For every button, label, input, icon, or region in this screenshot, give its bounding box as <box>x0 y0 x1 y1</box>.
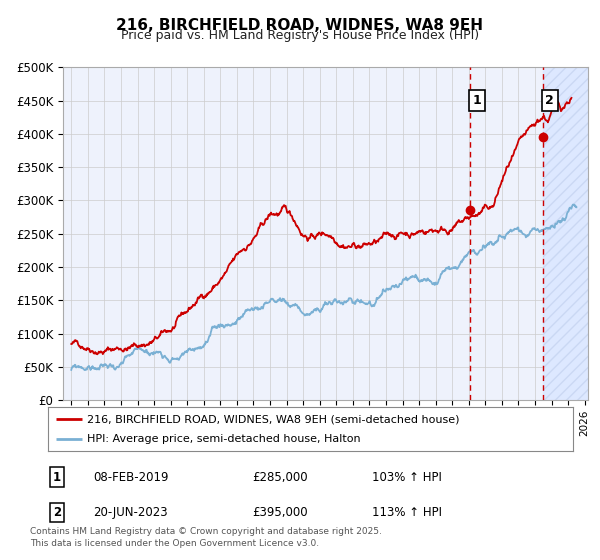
Text: £285,000: £285,000 <box>252 470 308 484</box>
Text: 1: 1 <box>53 470 61 484</box>
Text: 20-JUN-2023: 20-JUN-2023 <box>93 506 167 519</box>
Text: 2: 2 <box>545 94 554 107</box>
Bar <box>543 67 600 400</box>
Text: HPI: Average price, semi-detached house, Halton: HPI: Average price, semi-detached house,… <box>88 433 361 444</box>
Text: 08-FEB-2019: 08-FEB-2019 <box>93 470 169 484</box>
Text: 1: 1 <box>473 94 482 107</box>
Text: Contains HM Land Registry data © Crown copyright and database right 2025.
This d: Contains HM Land Registry data © Crown c… <box>30 527 382 548</box>
Text: Price paid vs. HM Land Registry's House Price Index (HPI): Price paid vs. HM Land Registry's House … <box>121 29 479 42</box>
Text: 103% ↑ HPI: 103% ↑ HPI <box>372 470 442 484</box>
Text: £395,000: £395,000 <box>252 506 308 519</box>
Text: 2: 2 <box>53 506 61 519</box>
Text: 216, BIRCHFIELD ROAD, WIDNES, WA8 9EH: 216, BIRCHFIELD ROAD, WIDNES, WA8 9EH <box>116 18 484 33</box>
Text: 216, BIRCHFIELD ROAD, WIDNES, WA8 9EH (semi-detached house): 216, BIRCHFIELD ROAD, WIDNES, WA8 9EH (s… <box>88 414 460 424</box>
Bar <box>543 67 600 400</box>
Text: 113% ↑ HPI: 113% ↑ HPI <box>372 506 442 519</box>
